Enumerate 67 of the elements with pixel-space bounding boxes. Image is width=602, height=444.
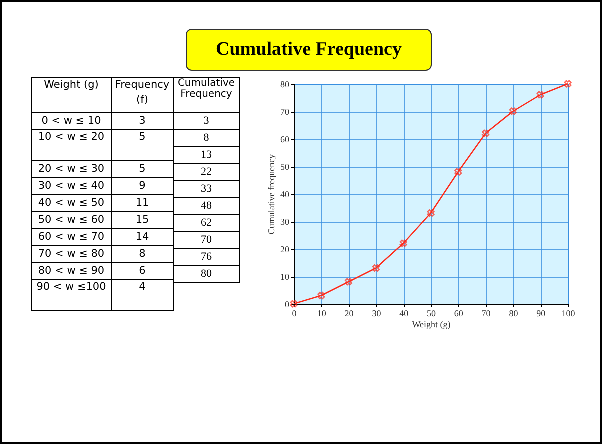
x-tick-label: 80	[509, 308, 519, 318]
text: 76	[173, 248, 240, 266]
point	[372, 264, 380, 272]
y-tick-label: 50	[280, 162, 290, 172]
text: Frequency (f)	[111, 77, 174, 113]
x-tick-label: 50	[427, 308, 436, 318]
x-tick-label: 30	[372, 308, 382, 318]
text: 3	[111, 112, 174, 130]
text: 8	[111, 245, 174, 263]
point	[400, 240, 408, 248]
text: Cumulative Frequency	[173, 77, 240, 113]
x-tick-label: 0	[292, 308, 298, 318]
text: 4	[111, 279, 174, 311]
text: 50 < w ≤ 60	[31, 211, 112, 229]
text: 30 < w ≤ 40	[31, 177, 112, 195]
y-tick-label: 0	[285, 300, 290, 310]
point	[509, 108, 517, 116]
text: 13	[173, 146, 240, 164]
text: Weight (g)	[31, 77, 112, 113]
text: 15	[111, 211, 174, 229]
text: 6	[111, 262, 174, 280]
text: 90 < w ≤100	[31, 279, 112, 311]
point	[454, 168, 462, 176]
text: 14	[111, 228, 174, 246]
text: 9	[111, 177, 174, 195]
text: 10 < w ≤ 20	[31, 129, 112, 161]
text: 70 < w ≤ 80	[31, 245, 112, 263]
text: 60 < w ≤ 70	[31, 228, 112, 246]
x-tick-label: 40	[400, 308, 410, 318]
text: 70	[173, 231, 240, 249]
y-axis-title: Cumulative frequency	[266, 154, 276, 235]
text: 11	[111, 194, 174, 212]
text: 40 < w ≤ 50	[31, 194, 112, 212]
x-tick-label: 100	[562, 308, 576, 318]
text: 8	[173, 129, 240, 147]
text: 22	[173, 163, 240, 181]
text: 80	[173, 265, 240, 283]
point	[536, 91, 544, 99]
point	[427, 209, 435, 218]
text: 5	[111, 160, 174, 178]
x-axis-title: Weight (g)	[412, 320, 451, 330]
text: 62	[173, 214, 240, 232]
y-tick-label: 30	[280, 217, 290, 227]
y-tick-label: 20	[280, 244, 290, 254]
point	[318, 292, 326, 300]
x-tick-label: 70	[482, 308, 492, 318]
text: 80 < w ≤ 90	[31, 262, 112, 280]
y-tick-label: 60	[280, 134, 290, 144]
text: 20 < w ≤ 30	[31, 160, 112, 178]
point	[482, 130, 490, 138]
x-tick-label: 10	[317, 308, 327, 318]
x-tick-label: 90	[536, 308, 546, 318]
x-tick-label: 20	[344, 308, 354, 318]
y-tick-label: 10	[280, 272, 290, 282]
text: 48	[173, 197, 240, 215]
point	[290, 300, 298, 308]
y-tick-label: 80	[280, 80, 290, 90]
chart-title: Cumulative Frequency	[186, 29, 432, 71]
y-tick-label: 70	[280, 107, 290, 117]
point	[345, 278, 353, 286]
text: 33	[173, 180, 240, 198]
text: 5	[111, 129, 174, 161]
text: 0 < w ≤ 10	[31, 112, 112, 130]
x-tick-label: 60	[454, 308, 464, 318]
point	[564, 80, 572, 88]
y-tick-label: 40	[280, 190, 290, 200]
text: 3	[173, 112, 240, 130]
